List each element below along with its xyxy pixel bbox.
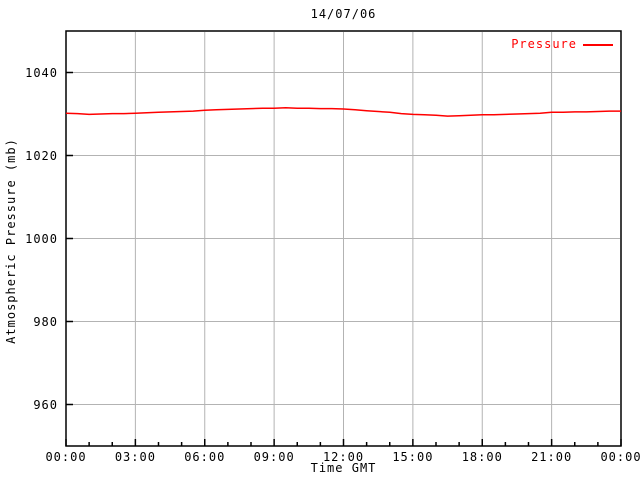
- x-tick-label: 15:00: [392, 450, 434, 464]
- chart-title: 14/07/06: [310, 7, 377, 21]
- x-axis-label: Time GMT: [310, 461, 377, 475]
- x-tick-label: 09:00: [253, 450, 295, 464]
- legend-label: Pressure: [511, 37, 577, 51]
- legend-line-sample: [583, 43, 613, 46]
- y-tick-label: 1040: [25, 65, 58, 80]
- x-tick-label: 03:00: [114, 450, 156, 464]
- x-tick-label: 21:00: [531, 450, 573, 464]
- y-tick-label: 960: [33, 397, 58, 412]
- y-tick-label: 980: [33, 314, 58, 329]
- pressure-series-line: [65, 107, 621, 117]
- x-tick-label: 00:00: [600, 450, 640, 464]
- y-tick-label: 1000: [25, 231, 58, 246]
- x-tick-label: 18:00: [461, 450, 503, 464]
- x-tick-label: 06:00: [184, 450, 226, 464]
- y-tick-label: 1020: [25, 148, 58, 163]
- x-tick-label: 00:00: [45, 450, 87, 464]
- x-tick-label: 12:00: [322, 450, 365, 464]
- legend: Pressure: [511, 38, 613, 51]
